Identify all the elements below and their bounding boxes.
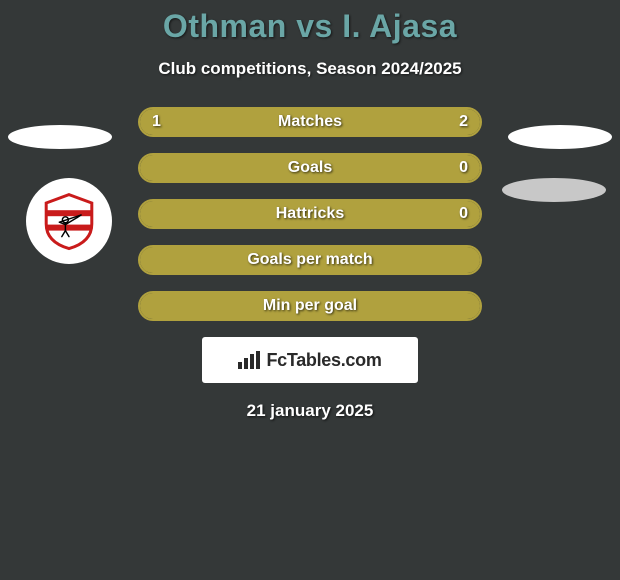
player1-club-badge	[26, 178, 112, 264]
stat-bar: Goals per match	[138, 245, 482, 275]
stat-bar: Goals0	[138, 153, 482, 183]
bar-label: Min per goal	[140, 293, 480, 319]
page-title: Othman vs I. Ajasa	[0, 0, 620, 45]
bar-value-right: 0	[459, 201, 468, 227]
bar-value-right: 2	[459, 109, 468, 135]
watermark-badge[interactable]: FcTables.com	[202, 337, 418, 383]
player2-avatar-placeholder	[508, 125, 612, 149]
bar-label: Goals	[140, 155, 480, 181]
bar-label: Matches	[140, 109, 480, 135]
player1-avatar-placeholder	[8, 125, 112, 149]
zamalek-icon	[39, 191, 99, 251]
watermark-text: FcTables.com	[266, 350, 381, 371]
player2-club-placeholder	[502, 178, 606, 202]
bar-label: Goals per match	[140, 247, 480, 273]
stat-bar: Min per goal	[138, 291, 482, 321]
date-label: 21 january 2025	[0, 401, 620, 421]
bars-icon	[238, 351, 260, 369]
bar-label: Hattricks	[140, 201, 480, 227]
stat-bar: Hattricks0	[138, 199, 482, 229]
stat-bar: Matches1 2	[138, 107, 482, 137]
bar-value-right: 0	[459, 155, 468, 181]
subtitle: Club competitions, Season 2024/2025	[0, 59, 620, 79]
bar-value-left: 1	[152, 109, 161, 135]
